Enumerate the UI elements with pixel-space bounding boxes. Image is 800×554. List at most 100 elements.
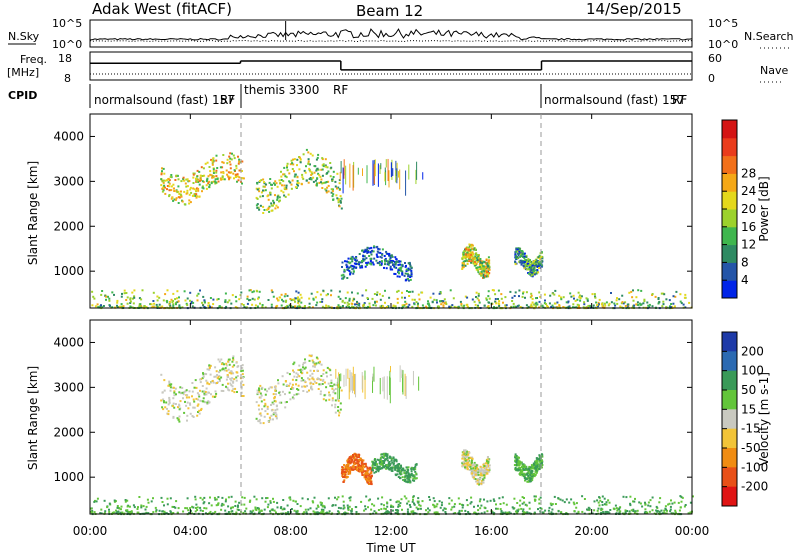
velocity-data-point (586, 508, 588, 511)
velocity-data-point (272, 418, 274, 421)
velocity-data-point (320, 363, 323, 366)
power-data-point (364, 250, 367, 253)
velocity-data-point (471, 461, 473, 464)
velocity-data-point (645, 512, 648, 515)
power-data-point (577, 305, 580, 308)
power-data-point (168, 195, 171, 198)
velocity-data-point (391, 505, 394, 508)
power-data-point (462, 306, 465, 309)
velocity-data-point (633, 511, 636, 514)
velocity-data-point (533, 463, 535, 466)
velocity-data-point (403, 471, 406, 474)
velocity-data-point (346, 475, 349, 478)
power-data-point (622, 302, 625, 305)
power-data-point (348, 299, 351, 302)
velocity-data-point (373, 471, 376, 474)
velocity-data-point (500, 510, 503, 512)
power-data-point (514, 252, 517, 255)
power-data-point (345, 260, 348, 263)
power-data-point (488, 265, 491, 268)
velocity-data-point (518, 504, 521, 507)
power-data-point (551, 292, 554, 295)
power-data-point (521, 253, 524, 256)
power-data-point (168, 189, 171, 192)
power-data-point (525, 256, 528, 259)
power-data-point (207, 182, 210, 185)
velocity-data-point (147, 501, 150, 504)
velocity-data-point (396, 466, 399, 469)
power-data-point (309, 152, 312, 155)
power-data-point (138, 297, 141, 300)
velocity-data-point (232, 372, 235, 375)
velocity-data-point (669, 508, 672, 511)
velocity-data-point (375, 460, 377, 463)
power-data-point (320, 168, 323, 171)
velocity-data-point (538, 498, 541, 501)
power-data-point (276, 197, 279, 200)
velocity-data-point (606, 510, 608, 513)
power-data-point (467, 249, 470, 252)
power-data-point (211, 175, 214, 178)
velocity-data-point (369, 478, 372, 481)
velocity-data-point (528, 472, 531, 475)
power-data-point (361, 261, 364, 264)
power-data-point (497, 298, 499, 300)
power-data-point (215, 159, 218, 162)
velocity-colorbar-cell (722, 370, 737, 391)
velocity-data-point (311, 377, 314, 380)
velocity-data-point (136, 508, 139, 510)
velocity-data-point (196, 509, 199, 511)
velocity-data-point (303, 367, 306, 370)
cpid-segment-2: themis 3300 (244, 83, 319, 97)
power-data-point (208, 180, 211, 183)
velocity-data-point (263, 508, 266, 511)
power-data-point (248, 299, 250, 302)
power-data-point (517, 248, 519, 251)
power-data-point (168, 182, 171, 185)
velocity-data-point (383, 462, 386, 464)
velocity-data-point (351, 508, 353, 511)
power-data-point (469, 251, 472, 254)
velocity-data-point (225, 498, 227, 501)
power-data-point (480, 267, 483, 270)
velocity-data-point (602, 511, 605, 514)
velocity-data-point (355, 511, 358, 513)
power-data-point (514, 263, 517, 266)
velocity-data-point (379, 467, 382, 470)
power-data-point (523, 255, 526, 258)
velocity-data-point (405, 480, 408, 483)
power-data-point (178, 296, 180, 299)
velocity-data-point (337, 409, 340, 412)
power-data-point (530, 266, 532, 269)
power-data-point (253, 298, 256, 301)
power-data-point (309, 170, 312, 173)
power-data-point (175, 197, 178, 200)
power-data-point (186, 189, 189, 192)
power-data-point (483, 304, 486, 307)
velocity-data-point (477, 509, 480, 512)
power-data-point (482, 275, 485, 278)
power-data-point (308, 169, 311, 172)
power-data-point (474, 248, 477, 251)
power-data-point (375, 246, 378, 249)
velocity-data-point (284, 406, 287, 409)
power-data-point (192, 187, 195, 190)
power-data-point (504, 305, 507, 308)
velocity-data-point (221, 496, 224, 499)
velocity-data-point (351, 458, 354, 461)
velocity-data-point (199, 509, 202, 512)
power-data-point (540, 265, 543, 268)
velocity-data-point (618, 511, 621, 514)
velocity-data-point (385, 510, 388, 513)
power-data-point (241, 160, 244, 163)
power-data-point (187, 180, 190, 183)
power-data-point (158, 303, 161, 306)
power-data-point (293, 158, 296, 161)
velocity-data-point (630, 509, 633, 512)
velocity-data-point (331, 504, 334, 507)
velocity-data-point (396, 511, 399, 514)
velocity-data-point (428, 496, 431, 498)
velocity-data-point (353, 457, 356, 460)
velocity-data-point (535, 465, 538, 468)
